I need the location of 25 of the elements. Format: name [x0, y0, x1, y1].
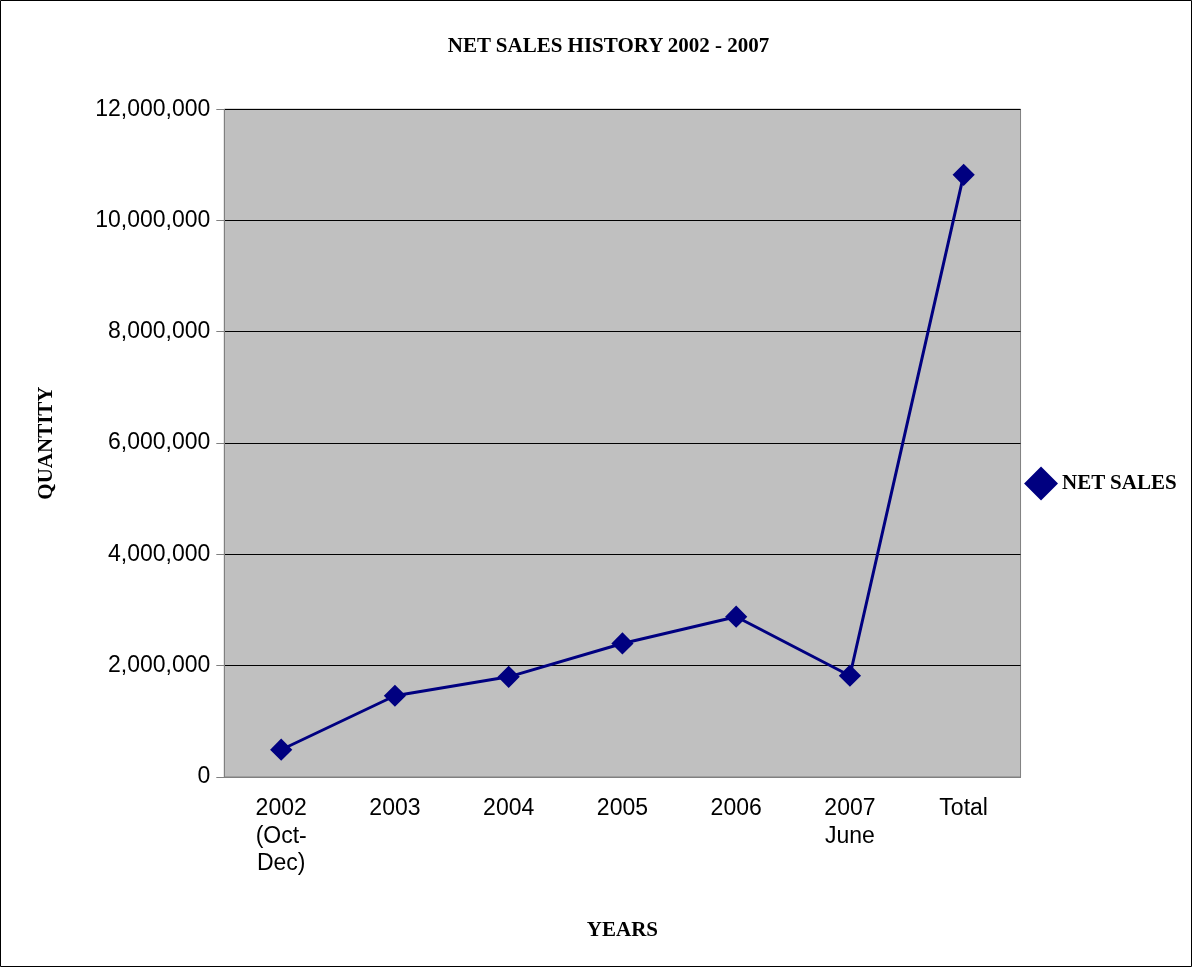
y-tick-label: 4,000,000 [107, 539, 211, 566]
point [384, 685, 406, 707]
point [839, 665, 861, 687]
legend-label: NET SALES [1062, 469, 1177, 494]
y-tick-label: 6,000,000 [107, 428, 211, 455]
x-tick-label: 2007 June [824, 794, 876, 848]
x-tick-label: Total [939, 794, 988, 821]
point [498, 666, 520, 688]
y-axis-title: QUANTITY [33, 386, 58, 500]
x-tick-label: 2006 [710, 794, 762, 821]
y-tick-label: 10,000,000 [95, 205, 211, 232]
point [270, 739, 292, 761]
point [953, 164, 975, 186]
point [725, 606, 747, 628]
x-axis-title: YEARS [586, 916, 659, 941]
y-tick-label: 12,000,000 [95, 94, 211, 121]
point [611, 632, 633, 654]
y-tick-label: 8,000,000 [107, 317, 211, 344]
x-tick-label: 2003 [369, 794, 421, 821]
x-tick-label: 2002 (Oct-Dec) [255, 794, 307, 876]
x-tick-label: 2005 [596, 794, 649, 821]
y-tick-label: 2,000,000 [107, 651, 211, 678]
y-tick-label: 0 [197, 762, 211, 789]
chart-title: NET SALES HISTORY 2002 - 2007 [447, 33, 770, 58]
x-tick-label: 2004 [483, 794, 535, 821]
